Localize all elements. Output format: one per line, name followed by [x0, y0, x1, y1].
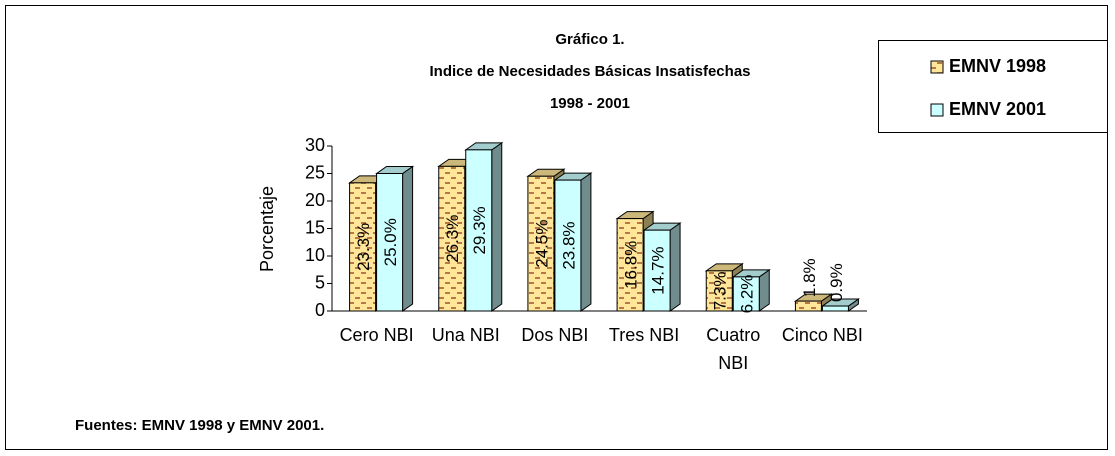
- chart-title: Gráfico 1.: [555, 31, 624, 48]
- x-tick-label: Una NBI: [432, 325, 500, 345]
- y-tick-label: 0: [315, 300, 325, 320]
- bar: [643, 229, 671, 312]
- y-axis-label: Porcentaje: [257, 186, 277, 272]
- legend: [878, 40, 1108, 133]
- value-label: 25.0%: [381, 218, 400, 266]
- value-label: 6.2%: [738, 275, 757, 314]
- value-label: 1.8%: [800, 258, 819, 297]
- x-tick-label: Cinco NBI: [782, 325, 863, 345]
- x-tick-label: Cero NBI: [340, 325, 414, 345]
- y-tick-label: 20: [305, 190, 325, 210]
- x-tick-label: Tres NBI: [609, 325, 679, 345]
- footnote: Fuentes: EMNV 1998 y EMNV 2001.: [75, 417, 324, 434]
- value-label: 7.3%: [711, 272, 730, 311]
- y-tick-label: 5: [315, 272, 325, 292]
- value-label: 16.8%: [622, 241, 641, 289]
- bar: [438, 165, 466, 312]
- x-tick-label: Cuatro NBI: [706, 325, 760, 373]
- y-tick-label: 10: [305, 245, 325, 265]
- value-label: 0.9%: [827, 263, 846, 302]
- bar: [465, 149, 493, 312]
- chart-subtitle: 1998 - 2001: [550, 95, 630, 112]
- x-tick-label: Dos NBI: [521, 325, 588, 345]
- y-tick-label: 30: [305, 135, 325, 155]
- value-label: 26.3%: [443, 215, 462, 263]
- bar: [349, 182, 377, 312]
- bar-side: [669, 222, 681, 312]
- value-label: 23.3%: [354, 223, 373, 271]
- bar: [616, 218, 644, 312]
- bar: [732, 276, 760, 312]
- bar: [794, 300, 822, 312]
- value-label: 14.7%: [649, 246, 668, 294]
- legend-label: EMNV 2001: [949, 99, 1046, 119]
- chart-title: Indice de Necesidades Básicas Insatisfec…: [430, 63, 751, 80]
- value-label: 24.5%: [532, 220, 551, 268]
- bar: [554, 179, 582, 312]
- bar: [705, 270, 733, 312]
- bar: [376, 173, 404, 312]
- bar-side: [580, 172, 592, 312]
- y-tick-label: 15: [305, 217, 325, 237]
- legend-label: EMNV 1998: [949, 56, 1046, 76]
- value-label: 29.3%: [470, 206, 489, 254]
- bar: [821, 305, 849, 312]
- y-tick-label: 25: [305, 162, 325, 182]
- bar-side: [402, 165, 414, 312]
- bar: [527, 175, 555, 312]
- value-label: 23.8%: [559, 221, 578, 269]
- bar-side: [491, 141, 503, 312]
- legend-swatch: [930, 60, 944, 74]
- legend-swatch: [930, 103, 944, 117]
